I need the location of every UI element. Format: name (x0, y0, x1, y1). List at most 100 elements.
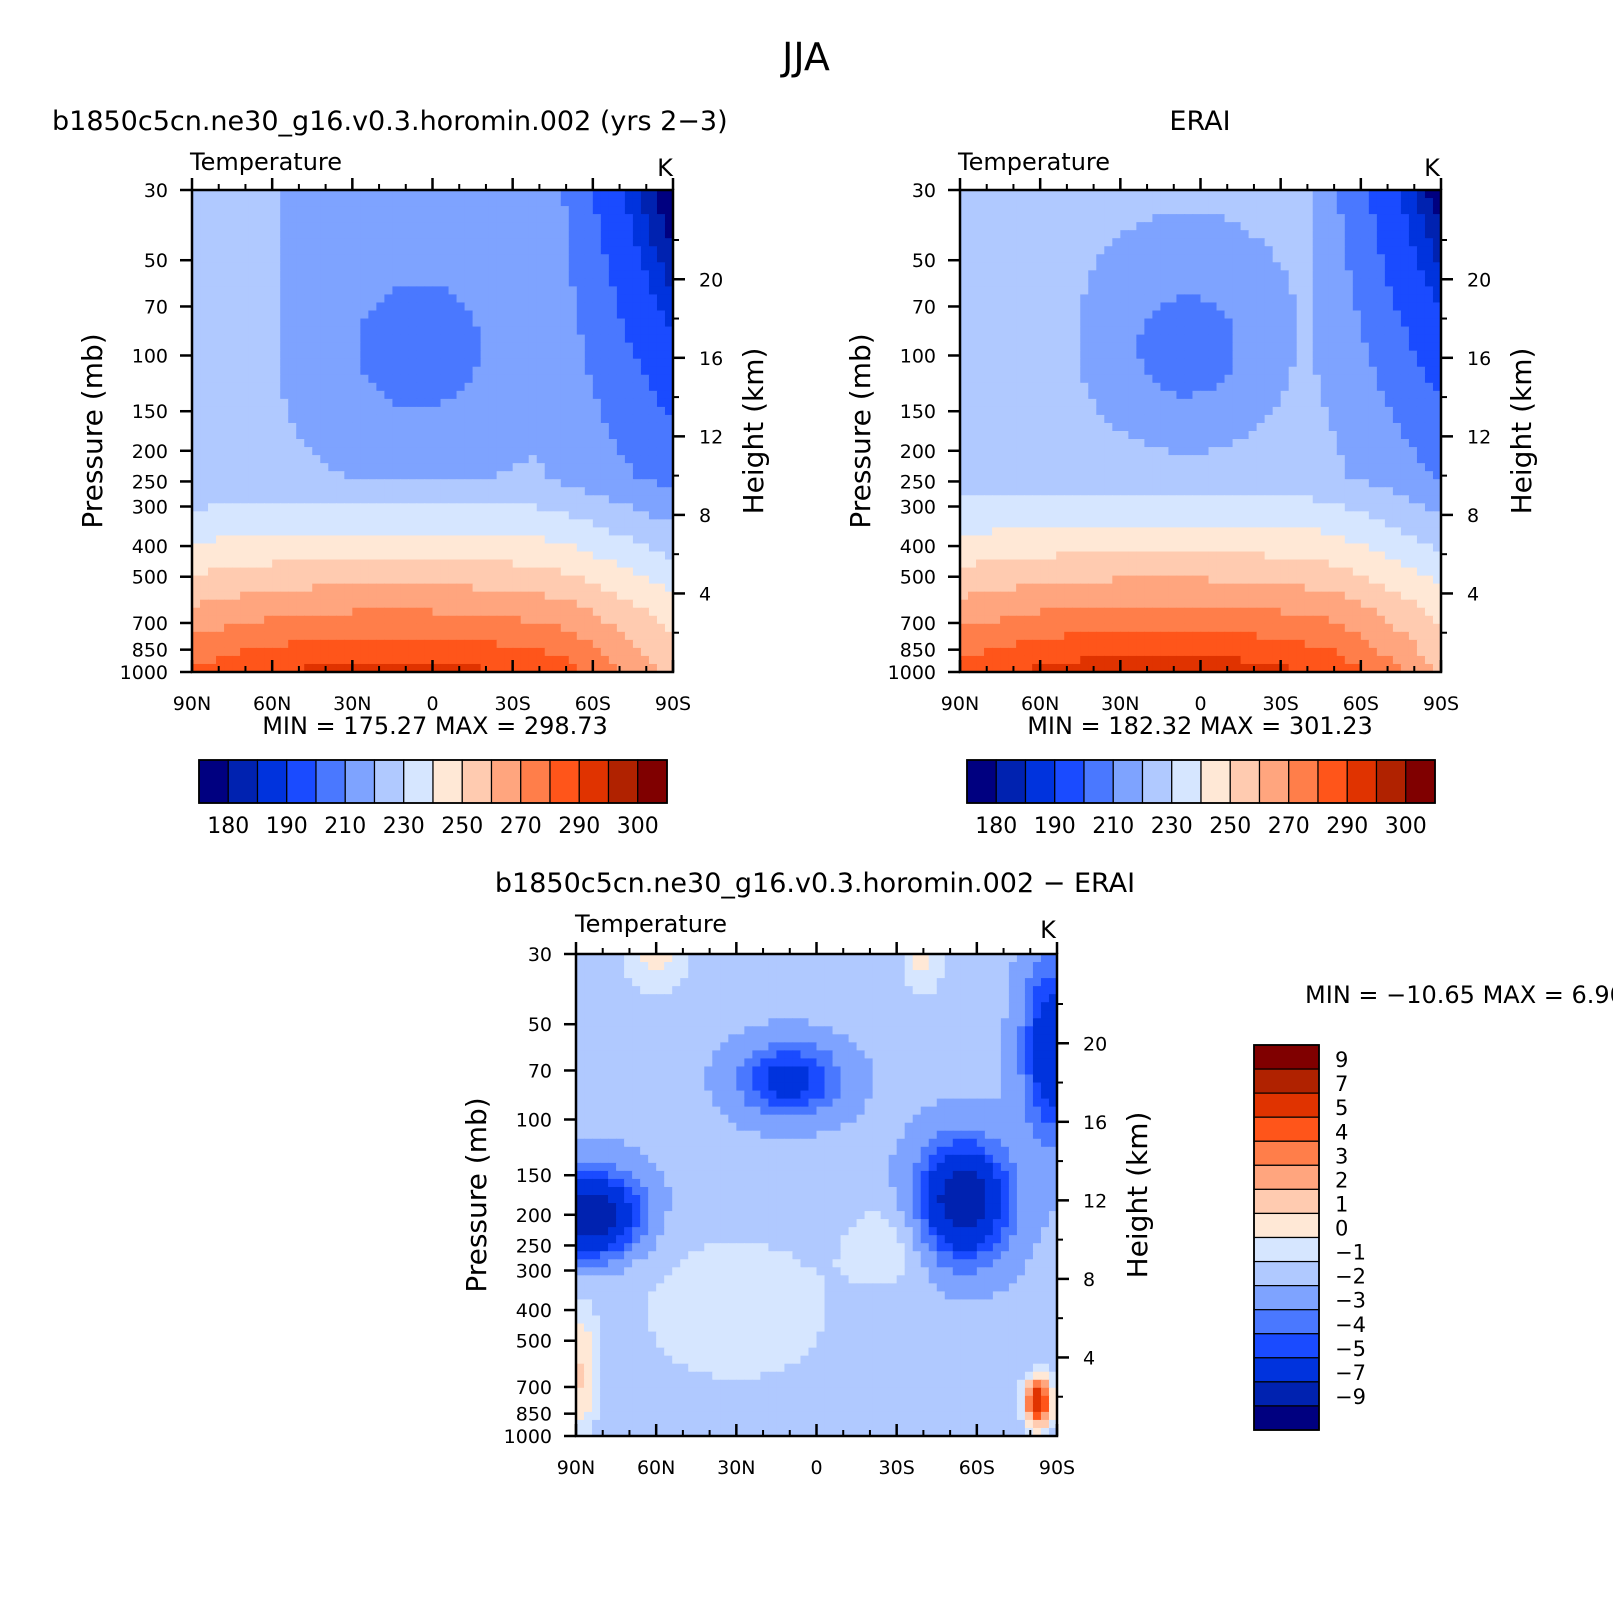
field-cell (304, 647, 313, 657)
field-cell (464, 318, 474, 328)
field-cell (632, 647, 642, 657)
field-cell (592, 230, 602, 239)
field-cell (272, 503, 281, 512)
field-cell (544, 599, 554, 609)
field-cell (448, 254, 458, 263)
field-cell (648, 262, 658, 271)
field-cell (224, 495, 233, 504)
field-cell (1360, 222, 1370, 231)
field-cell (296, 318, 305, 328)
field-cell (1368, 214, 1378, 223)
field-cell (584, 230, 594, 239)
field-cell (1280, 310, 1290, 320)
field-cell (1320, 278, 1330, 287)
field-cell (560, 455, 570, 464)
field-cell (656, 511, 666, 520)
field-cell (408, 310, 418, 320)
field-cell (656, 647, 666, 657)
field-cell (376, 607, 385, 617)
field-cell (1320, 302, 1330, 312)
field-cell (1112, 310, 1121, 320)
field-cell (576, 342, 586, 352)
field-cell (240, 471, 249, 480)
field-cell (400, 310, 410, 320)
field-cell (472, 238, 482, 247)
field-cell (432, 230, 442, 239)
field-cell (312, 262, 321, 271)
field-cell (1344, 310, 1354, 320)
field-cell (216, 382, 225, 392)
field-cell (344, 647, 353, 657)
field-cell (1176, 198, 1186, 207)
field-cell (400, 495, 410, 504)
field-cell (592, 310, 602, 320)
field-cell (216, 535, 225, 545)
field-cell (1184, 198, 1194, 207)
field-cell (576, 495, 586, 504)
field-cell (440, 607, 450, 617)
field-cell (1144, 246, 1153, 255)
field-cell (456, 286, 466, 296)
field-cell (328, 583, 337, 593)
field-cell (456, 447, 466, 456)
field-cell (216, 198, 225, 207)
field-cell (432, 583, 442, 593)
field-cell (360, 663, 369, 673)
field-cell (320, 631, 329, 641)
field-cell (520, 246, 530, 255)
field-cell (344, 479, 353, 488)
field-cell (560, 206, 570, 215)
field-cell (448, 471, 458, 480)
field-cell (1240, 190, 1250, 199)
field-cell (520, 222, 530, 231)
field-cell (384, 350, 394, 360)
field-cell (440, 214, 450, 223)
field-cell (1160, 342, 1170, 352)
field-cell (408, 190, 418, 199)
field-cell (192, 591, 201, 601)
field-cell (1024, 278, 1033, 287)
field-cell (1224, 262, 1234, 271)
colorbar-label: 300 (617, 814, 659, 839)
field-cell (496, 655, 506, 665)
field-cell (224, 447, 233, 456)
field-cell (328, 519, 337, 528)
field-cell (200, 246, 209, 255)
field-cell (264, 631, 273, 641)
field-cell (408, 487, 418, 496)
field-cell (400, 214, 410, 223)
field-cell (488, 511, 498, 520)
field-cell (464, 615, 474, 625)
field-cell (272, 318, 281, 328)
field-cell (1312, 278, 1322, 287)
field-cell (360, 439, 369, 448)
field-cell (296, 551, 305, 561)
field-cell (1144, 254, 1153, 263)
field-cell (632, 599, 642, 609)
field-cell (440, 583, 450, 593)
field-cell (272, 639, 281, 649)
field-cell (1384, 310, 1394, 320)
field-cell (600, 222, 610, 231)
field-cell (248, 262, 257, 271)
field-cell (1248, 350, 1258, 360)
field-cell (1360, 206, 1370, 215)
field-cell (448, 615, 458, 625)
field-cell (288, 647, 297, 657)
field-cell (632, 471, 642, 480)
field-cell (648, 655, 658, 665)
field-cell (528, 310, 538, 320)
field-cell (632, 503, 642, 512)
field-cell (536, 519, 546, 528)
field-cell (344, 447, 353, 456)
field-cell (432, 607, 442, 617)
field-cell (208, 326, 217, 336)
field-cell (616, 607, 626, 617)
field-cell (1144, 278, 1153, 287)
field-cell (336, 559, 345, 569)
field-cell (960, 350, 969, 360)
field-cell (408, 366, 418, 376)
field-cell (1312, 334, 1322, 344)
field-cell (416, 366, 426, 376)
field-cell (664, 471, 674, 480)
